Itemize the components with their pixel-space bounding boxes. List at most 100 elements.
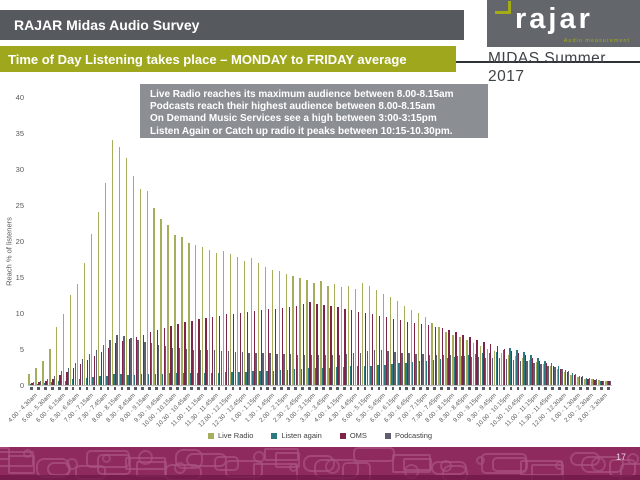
bar <box>95 349 97 385</box>
x-tick-mark <box>308 387 311 390</box>
x-tick-mark <box>196 387 200 390</box>
x-tick-mark <box>579 387 582 390</box>
bar <box>210 372 212 385</box>
bar <box>116 334 118 385</box>
bar <box>123 336 125 385</box>
bar <box>535 361 538 385</box>
bar <box>57 381 60 385</box>
bar <box>399 320 402 385</box>
bar <box>172 347 174 385</box>
bar <box>252 371 254 385</box>
banner: Time of Day Listening takes place – MOND… <box>0 46 456 72</box>
radio-icon <box>0 447 10 460</box>
bar <box>370 365 372 385</box>
bar <box>591 379 593 385</box>
bar <box>307 368 310 385</box>
bar <box>43 382 46 385</box>
bar <box>502 350 504 385</box>
bar <box>335 367 338 385</box>
bar <box>46 378 49 385</box>
x-tick-mark <box>113 387 117 390</box>
bar <box>196 372 199 385</box>
bar <box>415 354 417 385</box>
footer: 17 <box>0 447 640 480</box>
bar <box>257 262 260 385</box>
bar <box>480 346 482 385</box>
x-tick-mark <box>530 387 534 390</box>
bar <box>156 330 158 385</box>
bar <box>521 357 524 385</box>
bar <box>295 305 297 385</box>
x-tick-mark <box>238 387 242 390</box>
bar <box>498 358 500 385</box>
bar <box>570 374 572 385</box>
bar <box>306 279 308 385</box>
bar <box>551 363 553 385</box>
bar <box>459 337 461 385</box>
bar <box>549 366 551 385</box>
x-tick-mark <box>37 387 40 390</box>
bar <box>334 284 336 385</box>
callout-box: Live Radio reaches its maximum audience … <box>140 84 488 138</box>
x-tick-mark <box>266 387 270 390</box>
y-tick-label: 40 <box>15 93 24 102</box>
bar <box>219 315 221 385</box>
bar <box>566 372 568 385</box>
bar <box>309 302 311 385</box>
bar <box>382 294 385 385</box>
bar <box>316 303 318 385</box>
bar <box>174 235 176 385</box>
bar <box>165 346 167 385</box>
y-tick-label: 10 <box>15 309 24 318</box>
bar <box>565 369 567 385</box>
bar <box>42 360 44 385</box>
bar <box>114 343 117 385</box>
callout-line: Podcasts reach their highest audience be… <box>150 101 436 113</box>
bar <box>463 356 466 385</box>
bar <box>406 321 409 385</box>
bar <box>420 323 422 385</box>
speaker-icon <box>476 456 485 465</box>
bar <box>426 360 428 385</box>
x-tick-mark <box>85 387 89 390</box>
bar <box>452 334 454 385</box>
bar <box>294 369 296 385</box>
bar <box>304 354 306 385</box>
callout-line: Listen Again or Catch up radio it peaks … <box>150 125 453 137</box>
bar <box>121 341 124 385</box>
bar <box>149 332 151 385</box>
bar <box>31 382 33 385</box>
bar <box>467 355 470 385</box>
bar <box>401 352 403 385</box>
bar <box>36 383 39 385</box>
x-tick-mark <box>342 387 346 390</box>
bar <box>410 310 412 385</box>
bar <box>344 308 346 385</box>
bar <box>601 380 603 385</box>
bar <box>488 352 490 385</box>
bar <box>290 354 292 385</box>
x-tick-mark <box>335 387 339 390</box>
bar <box>260 310 263 385</box>
bar <box>446 357 449 385</box>
bar <box>151 343 153 385</box>
bar <box>356 366 358 385</box>
bar <box>507 354 510 385</box>
bar <box>276 354 278 385</box>
bar <box>380 350 382 385</box>
bar <box>413 323 416 385</box>
bar <box>533 362 535 385</box>
bar <box>238 372 240 385</box>
bar <box>476 339 478 385</box>
y-tick-label: 25 <box>15 201 24 210</box>
bar <box>433 359 435 385</box>
bar <box>100 351 103 385</box>
radio-icon <box>175 449 203 469</box>
bar <box>141 374 143 385</box>
bar <box>146 190 148 385</box>
bar <box>351 310 353 385</box>
x-tick-mark <box>217 387 221 390</box>
x-tick-mark <box>106 387 110 390</box>
